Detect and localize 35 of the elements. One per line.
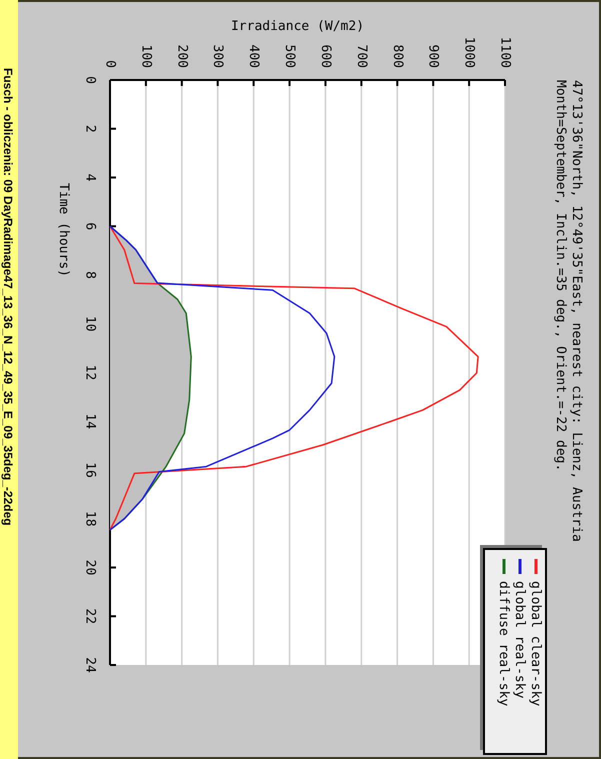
- x-tick-label: 0: [102, 60, 118, 68]
- x-axis-title: Irradiance (W/m2): [230, 19, 364, 34]
- y-tick-label: 18: [82, 510, 98, 527]
- legend-label: global clear-sky: [528, 581, 543, 706]
- y-tick-label: 12: [82, 364, 98, 380]
- text: Month=September, Inclin.=35 deg., Orient.=-22 deg.: [553, 80, 568, 472]
- text: Fusch - obliczenia: 09 DayRadimage47_13_36_N_12_49_35_E_09_35deg_-22deg: [1, 68, 15, 526]
- line-series: [109, 226, 479, 531]
- x-tick-label: 500: [282, 44, 298, 68]
- x-tick-label: 900: [426, 44, 441, 68]
- y-tick-label: 14: [82, 413, 98, 430]
- x-tick-label: 100: [138, 44, 154, 68]
- y-tick-label: 6: [82, 222, 98, 230]
- x-tick-label: 1000: [462, 36, 477, 68]
- y-axis-title: Time (hours): [56, 183, 71, 277]
- legend-label: global real-sky: [512, 581, 527, 699]
- y-tick-label: 20: [82, 560, 98, 576]
- y-tick-label: 0: [82, 76, 98, 84]
- y-tick-label: 10: [82, 316, 98, 332]
- y-tick-label: 16: [82, 462, 98, 478]
- x-tick-label: 700: [354, 44, 369, 68]
- x-tick-label: 400: [246, 44, 262, 68]
- x-tick-label: 200: [174, 44, 190, 68]
- x-tick-label: 300: [210, 44, 226, 68]
- y-tick-label: 22: [82, 608, 98, 624]
- legend-label: diffuse real-sky: [496, 581, 511, 706]
- x-tick-label: 600: [318, 44, 333, 68]
- x-tick-label: 1100: [498, 36, 512, 68]
- x-tick-label: 800: [390, 44, 405, 68]
- line-series: [109, 226, 336, 531]
- y-tick-label: 2: [82, 124, 98, 133]
- y-tick-label: 8: [82, 271, 98, 279]
- y-tick-label: 24: [82, 657, 98, 673]
- text: 47°13'36"North, 12°49'35"East, nearest city: Lienz, Austria: [569, 80, 584, 542]
- y-tick-label: 4: [82, 174, 98, 182]
